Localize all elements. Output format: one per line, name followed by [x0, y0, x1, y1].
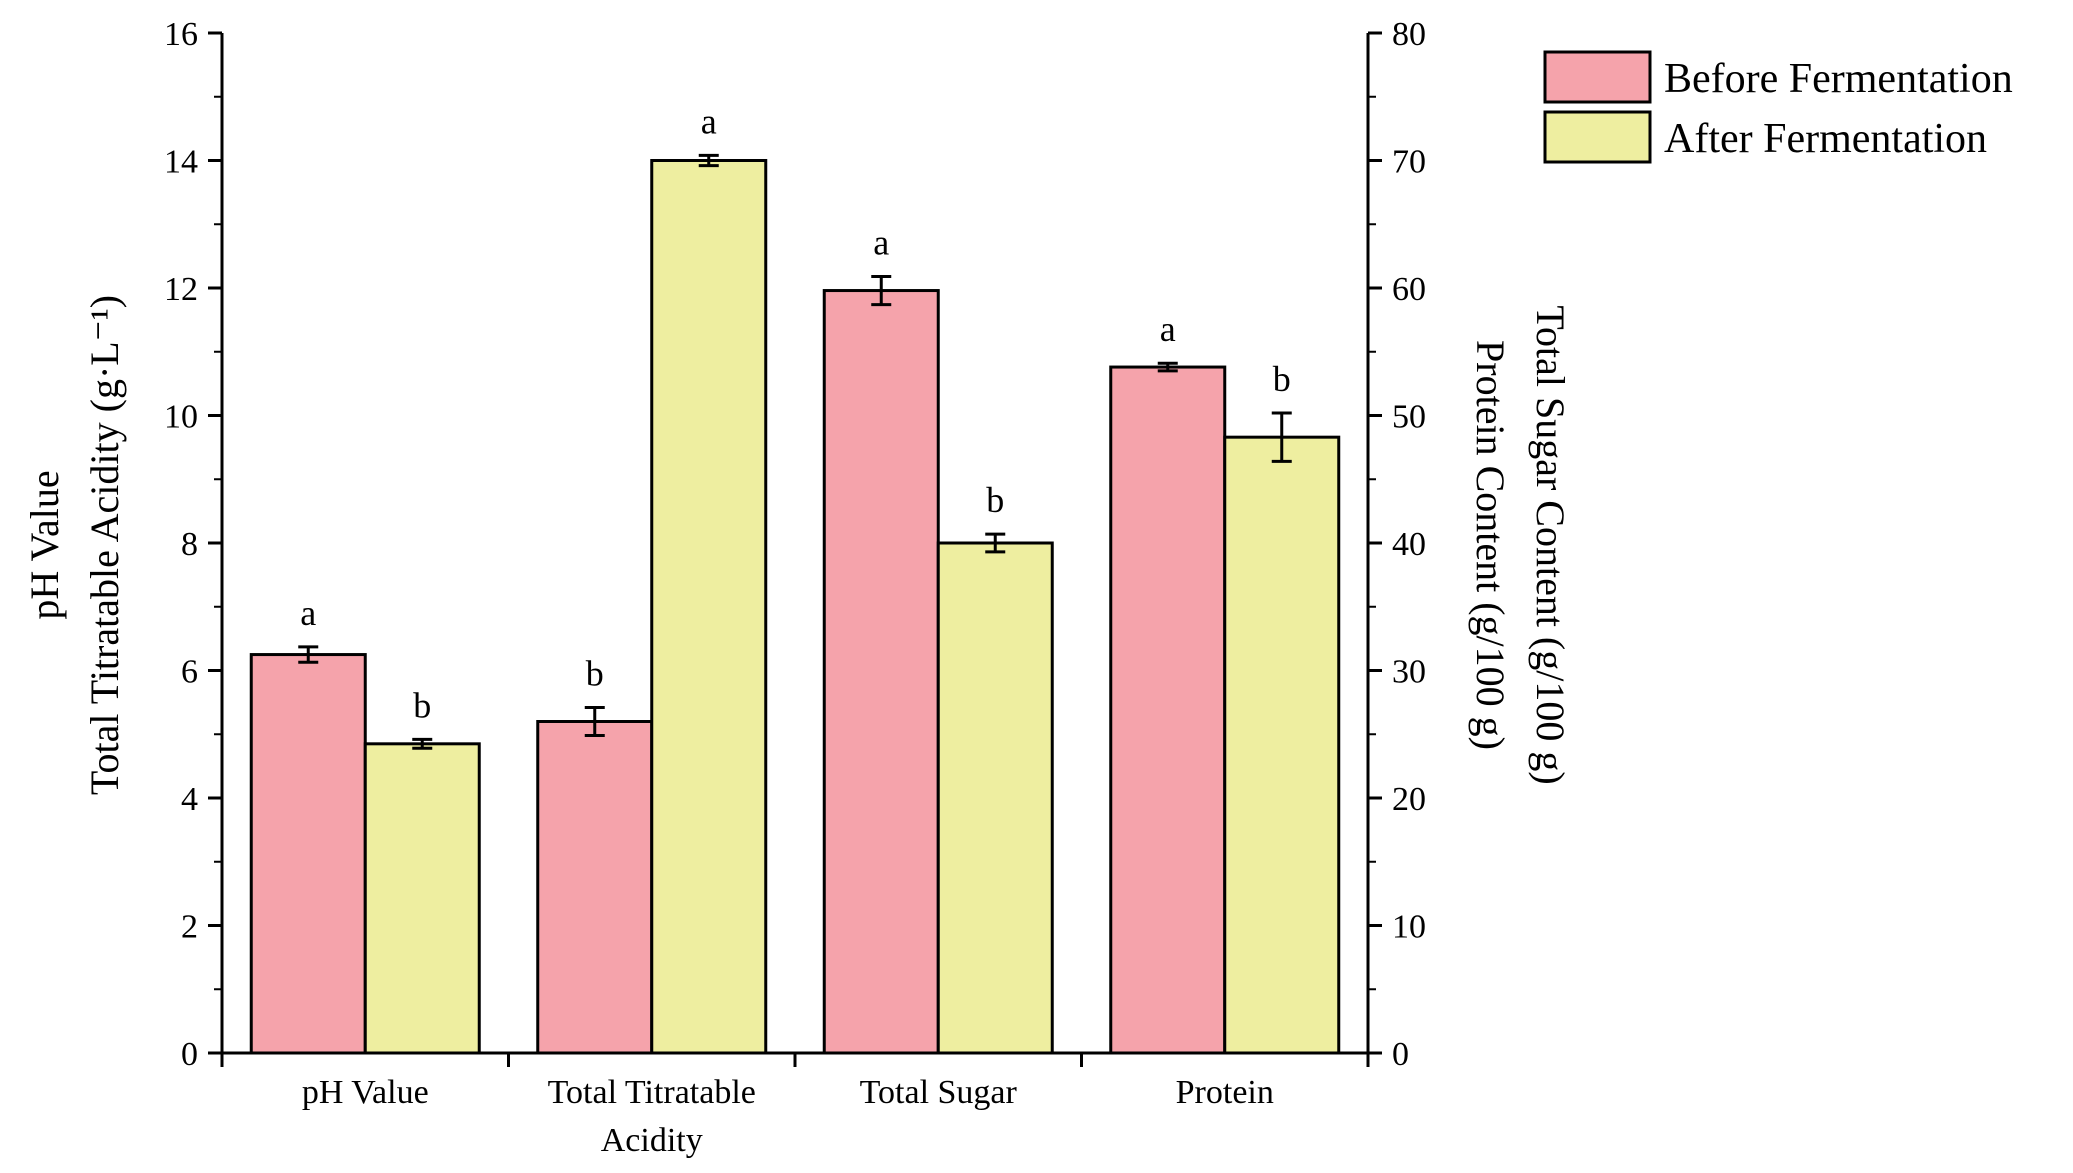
- bar-after-3: [1223, 435, 1341, 1055]
- category-label-line: Total Sugar: [860, 1074, 1018, 1111]
- error-bar-before-3: [1157, 361, 1178, 373]
- left-axis-tick-label: 14: [164, 144, 198, 181]
- left-axis-tick-label: 8: [181, 526, 198, 563]
- category-label-0: pH Value: [302, 1074, 429, 1111]
- bar-after-2: [936, 541, 1054, 1055]
- right-axis-title-line-2: Protein Content (g/100 g): [1468, 340, 1513, 750]
- category-label-line: Protein: [1176, 1074, 1274, 1111]
- right-axis-tick-label: 70: [1392, 144, 1426, 181]
- bar-after-0: [363, 742, 481, 1055]
- significance-label-before-2: a: [873, 223, 889, 263]
- legend-swatch-after: [1543, 110, 1652, 164]
- right-axis-tick-label: 80: [1392, 16, 1426, 53]
- right-axis-tick-label: 20: [1392, 781, 1426, 818]
- category-label-1: Total Titratable Acidity: [548, 1074, 756, 1159]
- category-label-line: Total Titratable: [548, 1074, 756, 1111]
- left-axis-tick-label: 4: [181, 781, 198, 818]
- legend-label-after: After Fermentation: [1664, 116, 1987, 162]
- left-axis-tick-label: 16: [164, 16, 198, 53]
- significance-label-before-3: a: [1160, 309, 1176, 349]
- bar-after-1: [650, 159, 768, 1055]
- error-bar-after-0: [412, 737, 433, 750]
- legend: Before Fermentation After Fermentation: [1543, 50, 2013, 164]
- error-bar-after-1: [698, 153, 719, 168]
- right-axis-tick-label: 40: [1392, 526, 1426, 563]
- left-axis-title-line-1: pH Value: [22, 470, 67, 619]
- left-axis-tick-label: 6: [181, 654, 198, 691]
- right-axis-tick-label: 60: [1392, 271, 1426, 308]
- error-bar-before-0: [298, 645, 319, 664]
- legend-label-before: Before Fermentation: [1664, 56, 2013, 102]
- left-axis-tick-label: 0: [181, 1036, 198, 1073]
- error-bar-after-2: [985, 532, 1006, 554]
- legend-swatch-before: [1543, 50, 1652, 104]
- bar-before-3: [1109, 365, 1227, 1055]
- significance-label-before-1: b: [586, 653, 604, 693]
- category-label-2: Total Sugar: [860, 1074, 1018, 1111]
- right-axis-title: Total Sugar Content (g/100 g) Protein Co…: [1468, 305, 1573, 784]
- right-axis-tick-label: 10: [1392, 909, 1426, 946]
- right-axis-title-line-1: Total Sugar Content (g/100 g): [1528, 305, 1573, 784]
- plot-area: a b b a a b a b: [249, 101, 1341, 1055]
- significance-label-before-0: a: [300, 593, 316, 633]
- significance-label-after-1: a: [701, 101, 717, 141]
- bar-before-0: [249, 653, 367, 1055]
- error-bar-before-1: [584, 705, 605, 738]
- bar-before-2: [822, 289, 940, 1055]
- category-label-3: Protein: [1176, 1074, 1274, 1111]
- category-label-line: pH Value: [302, 1074, 429, 1111]
- category-label-line: Acidity: [601, 1122, 703, 1159]
- left-axis-title-line-2: Total Titratable Acidity (g·L⁻¹): [82, 295, 127, 795]
- left-axis-tick-label: 12: [164, 271, 198, 308]
- left-axis-tick-label: 10: [164, 399, 198, 436]
- axes: pH Value Total Titratable Acidity Total Sug…: [164, 16, 1426, 1159]
- error-bar-before-2: [871, 275, 892, 307]
- right-axis-tick-label: 50: [1392, 399, 1426, 436]
- significance-label-after-2: b: [986, 480, 1004, 520]
- bar-before-1: [536, 720, 654, 1055]
- error-bar-after-3: [1271, 411, 1292, 463]
- significance-label-after-0: b: [413, 685, 431, 725]
- left-axis-title: pH Value Total Titratable Acidity (g·L⁻¹…: [22, 295, 127, 795]
- right-axis-tick-label: 30: [1392, 654, 1426, 691]
- left-axis-tick-label: 2: [181, 909, 198, 946]
- right-axis-tick-label: 0: [1392, 1036, 1409, 1073]
- significance-label-after-3: b: [1273, 359, 1291, 399]
